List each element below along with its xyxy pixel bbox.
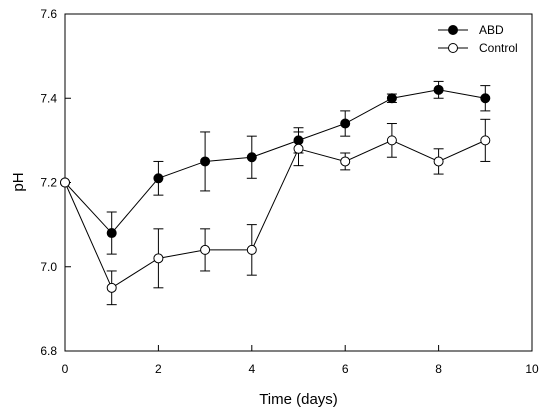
data-point-control <box>433 156 444 167</box>
y-tick-label: 7.6 <box>40 7 57 21</box>
y-tick-label: 6.8 <box>40 344 57 358</box>
data-point-control <box>200 244 211 255</box>
data-point-control <box>340 156 351 167</box>
data-point-abd <box>200 156 211 167</box>
x-tick-label: 6 <box>342 362 349 376</box>
data-point-abd <box>480 93 491 104</box>
series-control-line <box>64 139 486 289</box>
y-axis-ticks: 6.8 7.0 7.2 7.4 7.6 <box>40 7 71 358</box>
x-tick-label: 2 <box>155 362 162 376</box>
data-point-control <box>293 143 304 154</box>
legend-item-abd: ABD <box>438 23 504 37</box>
data-point-abd <box>433 84 444 95</box>
y-axis-title: pH <box>10 172 27 191</box>
data-point-control <box>60 177 70 188</box>
data-point-abd <box>340 118 351 129</box>
series-control <box>60 118 491 306</box>
data-point-abd <box>106 228 117 239</box>
plot-frame <box>64 13 533 352</box>
legend: ABD Control <box>438 23 518 55</box>
data-point-control <box>153 253 164 264</box>
legend-control-label: Control <box>479 41 518 55</box>
y-tick-label: 7.2 <box>40 176 57 190</box>
y-tick-label: 7.0 <box>40 260 57 274</box>
y-tick-label: 7.4 <box>40 91 57 105</box>
series-layer <box>60 80 491 306</box>
data-point-abd <box>386 93 397 104</box>
data-point-control <box>480 135 491 146</box>
data-point-abd <box>153 173 164 184</box>
legend-control-marker <box>448 43 458 53</box>
data-point-abd <box>246 152 257 163</box>
x-axis-ticks: 0 2 4 6 8 10 <box>62 345 539 376</box>
data-point-control <box>246 244 257 255</box>
legend-item-control: Control <box>438 41 518 55</box>
legend-abd-marker <box>448 25 458 35</box>
data-point-control <box>106 282 117 293</box>
x-tick-label: 8 <box>435 362 442 376</box>
x-tick-label: 0 <box>62 362 69 376</box>
legend-abd-label: ABD <box>479 23 504 37</box>
x-tick-label: 4 <box>248 362 255 376</box>
x-tick-label: 10 <box>525 362 539 376</box>
x-axis-title: Time (days) <box>259 391 338 408</box>
series-abd-line <box>64 89 486 234</box>
series-abd <box>60 80 491 255</box>
data-point-control <box>386 135 397 146</box>
